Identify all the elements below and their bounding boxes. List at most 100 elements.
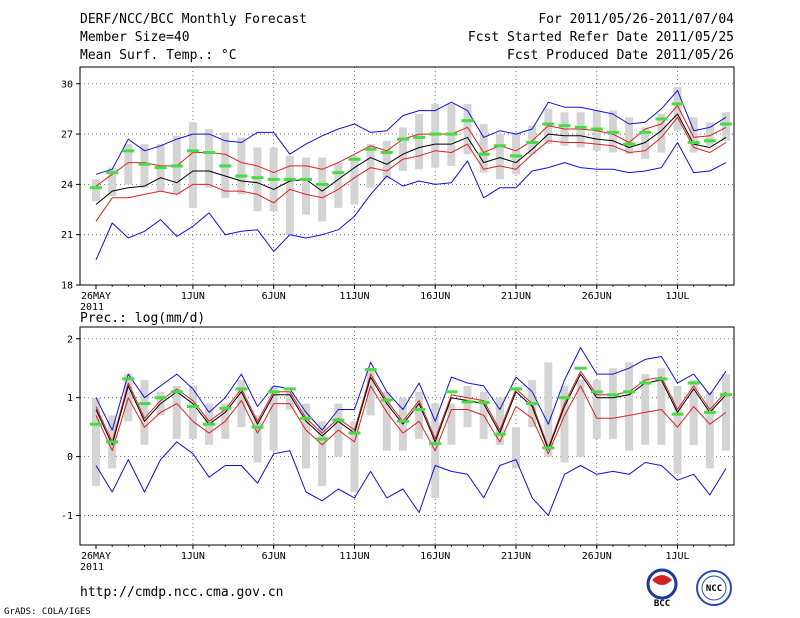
prec-median-mark-day-24 [461,400,474,404]
temp-upper-line [95,105,727,187]
temp-median-mark-day-4 [138,162,151,166]
temp-median-mark-day-20 [396,137,409,141]
temp-ytick-label-4: 30 [61,79,73,90]
temp-ytick-label-1: 21 [61,230,73,241]
temp-xtick-label-1: 1JUN [181,291,205,302]
prec-median-mark-day-23 [445,390,458,394]
prec-box-day-10 [237,380,246,428]
prec-median-mark-day-20 [396,419,409,423]
prec-median-mark-day-35 [639,381,652,385]
temp-median-mark-day-2 [106,171,119,175]
temp-median-mark-day-34 [623,142,636,146]
temperature-panel: 18 21 24 27 30 26MAY 1JUN 6JUN 11JUN 16JUN 21JUN 26… [61,66,735,313]
prec-median-mark-day-26 [493,432,506,436]
temp-median-mark-day-36 [655,117,668,121]
prec-box-day-33 [608,368,617,439]
temp-year-label: 2011 [80,302,104,313]
prec-median-mark-day-31 [574,366,587,370]
prec-median-mark-day-10 [235,387,248,391]
temp-box-day-37 [673,87,682,131]
prec-min-line [95,441,727,516]
prec-box-day-32 [592,380,601,439]
temp-median-mark-day-21 [413,135,426,139]
prec-median-mark-day-39 [703,410,716,414]
temp-median-mark-day-40 [720,122,732,126]
prec-frame [79,326,735,546]
temp-box-day-14 [302,157,310,215]
temp-median-mark-day-30 [558,124,571,128]
temp-median-mark-day-29 [542,122,555,126]
temp-box-day-20 [398,127,407,171]
temp-median-mark-day-38 [687,140,700,144]
temp-box-day-4 [140,144,149,188]
prec-xtick-label-2: 6JUN [262,551,286,562]
temp-box-day-34 [625,117,634,155]
prec-median-mark-day-14 [300,416,312,420]
temp-median-mark-day-1 [90,186,102,190]
prec-median-mark-day-33 [606,393,619,397]
temp-median-mark-day-17 [348,157,361,161]
temp-median-mark-day-15 [316,182,329,186]
prec-median-mark-day-17 [348,431,361,435]
precipitation-panel: -1 0 1 2 26MAY 1JUN 6JUN 11JUN 16JUN 21JUN 26JUN 1J… [61,326,735,573]
temp-box-day-10 [237,137,246,195]
prec-box-day-34 [625,362,634,451]
prec-year-label: 2011 [80,562,104,573]
temp-box-day-15 [318,157,327,222]
prec-median-mark-day-4 [138,402,151,406]
temp-median-mark-day-26 [493,144,506,148]
prec-median-mark-day-38 [687,381,700,385]
temp-xtick-label-6: 26JUN [582,291,612,302]
prec-box-day-1 [92,397,100,487]
temp-box-day-18 [366,144,375,188]
prec-ytick-label-3: 2 [67,334,73,345]
prec-median-mark-day-37 [671,412,684,416]
temp-box-day-24 [463,103,472,155]
prec-box-day-39 [705,391,714,469]
prec-ytick-label-1: 0 [67,452,73,463]
prec-median-mark-day-36 [655,377,668,381]
prec-box-day-19 [382,391,391,451]
temp-median-mark-day-35 [639,130,652,134]
temp-median-mark-day-27 [510,154,522,158]
temp-median-mark-day-5 [154,166,167,170]
temp-median-mark-day-14 [300,177,312,181]
prec-median-mark-day-18 [364,367,377,371]
temp-box-day-2 [108,167,117,197]
temp-median-mark-day-8 [203,151,216,155]
prec-xtick-label-7: 1JUL [665,551,689,562]
ncc-logo-text: NCC [706,584,722,594]
prec-median-mark-day-13 [283,387,296,391]
temp-box-day-7 [188,122,197,208]
variable-label: Mean Surf. Temp.: °C [80,48,237,63]
prec-median-mark-day-32 [590,390,603,394]
temp-xtick-label-5: 21JUN [501,291,531,302]
temp-box-day-22 [431,103,440,168]
temp-max-line [95,90,727,175]
fcst-started-label: Fcst Started Refer Date 2011/05/25 [468,30,734,45]
prec-median-mark-day-8 [203,422,216,426]
prec-ytick-label-2: 1 [67,393,73,404]
temp-xtick-label-3: 11JUN [339,291,369,302]
prec-median-mark-day-30 [558,396,571,400]
grads-credit: GrADS: COLA/IGES [4,607,91,617]
prec-xtick-label-6: 26JUN [582,551,612,562]
temp-box-day-16 [334,162,343,208]
prec-median-mark-day-5 [154,396,167,400]
temp-box-day-39 [705,122,714,146]
prec-box-day-18 [366,368,375,416]
prec-box-day-11 [253,415,262,463]
bcc-logo: BCC [646,568,678,609]
prec-box-day-24 [463,385,472,428]
prec-box-day-35 [641,374,650,445]
temp-box-day-21 [415,113,424,170]
temp-box-day-26 [495,134,504,180]
temp-median-mark-day-31 [574,125,587,129]
temp-box-day-38 [689,117,698,153]
prec-median-mark-day-28 [526,402,539,406]
prec-box-day-38 [689,380,698,445]
prec-median-mark-day-27 [510,387,522,391]
member-size-label: Member Size=40 [80,30,190,45]
temp-median-mark-day-16 [332,171,345,175]
prec-median-mark-day-6 [170,390,183,394]
